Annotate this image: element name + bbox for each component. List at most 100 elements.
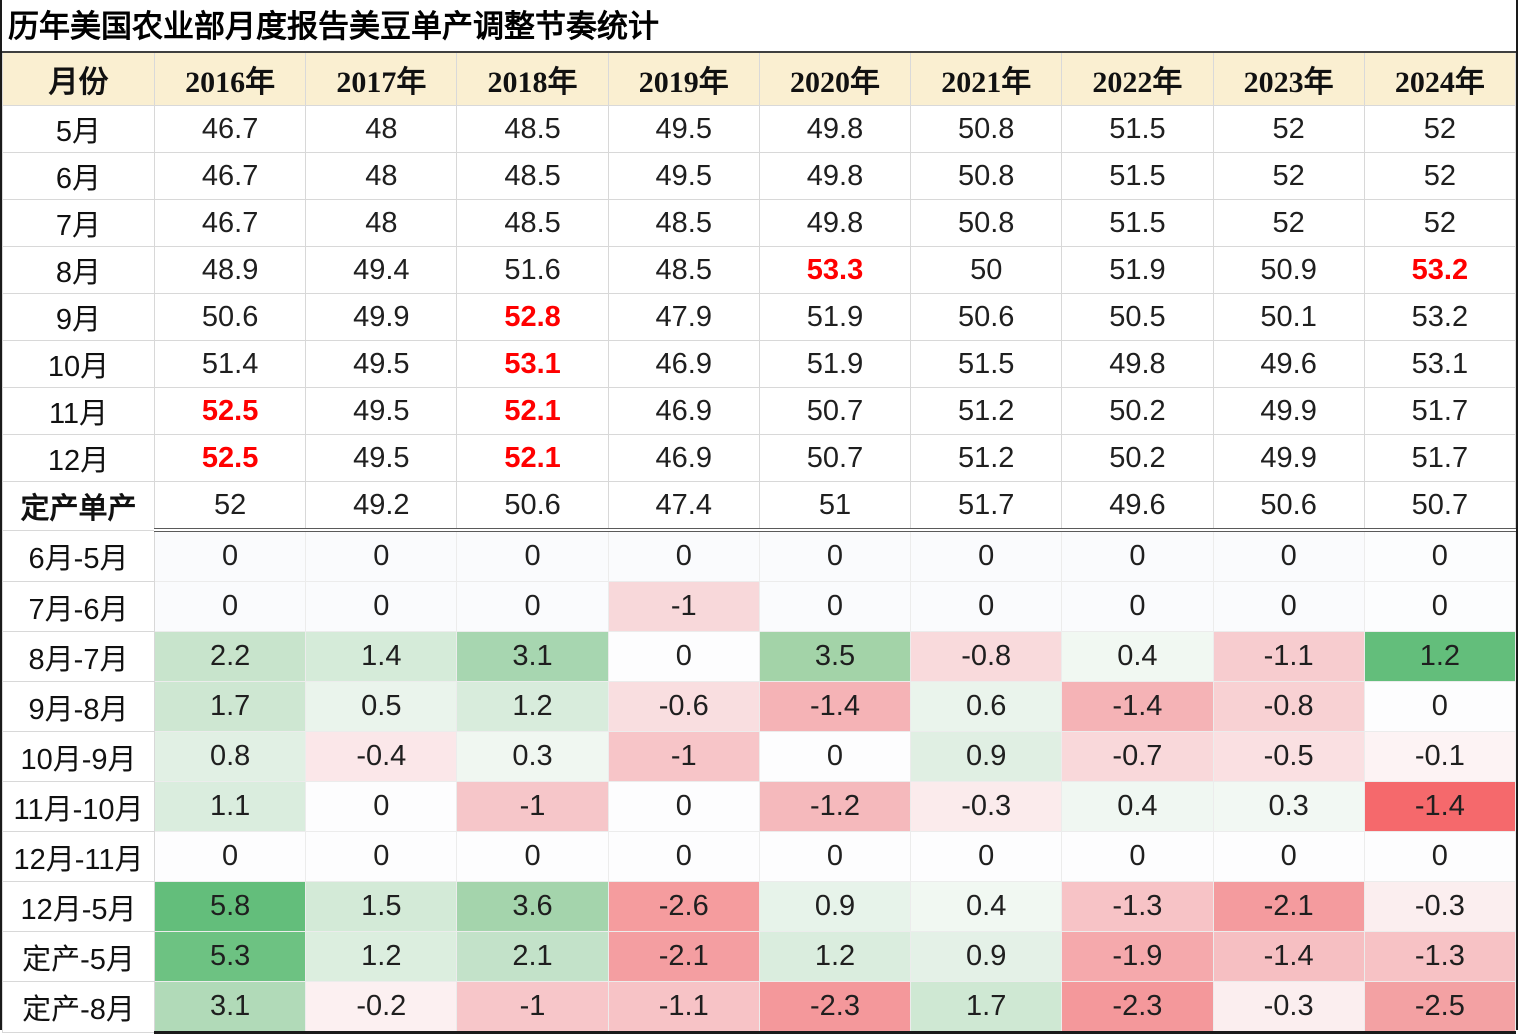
row-label: 6月-5月 bbox=[2, 529, 155, 583]
yield-cell: 50.8 bbox=[910, 152, 1063, 201]
diff-cell: -1 bbox=[456, 981, 609, 1034]
yield-cell: 48.5 bbox=[607, 246, 760, 295]
diff-cell: 3.5 bbox=[758, 631, 912, 683]
yield-cell: 52.5 bbox=[153, 434, 307, 483]
diff-cell: 0 bbox=[1363, 528, 1517, 583]
diff-cell: 0 bbox=[607, 781, 760, 833]
row-label: 12月-5月 bbox=[2, 881, 155, 933]
diff-cell: 0.4 bbox=[1061, 781, 1214, 833]
diff-cell: 0.9 bbox=[910, 731, 1063, 783]
yield-cell: 47.4 bbox=[607, 481, 760, 531]
table-body: 5月 46.7 48 48.5 49.5 49.8 50.8 51.5 52 52 6月 46.7 48… bbox=[2, 105, 1517, 1034]
yield-cell: 51.9 bbox=[1061, 246, 1214, 295]
yield-cell: 50.7 bbox=[758, 387, 912, 436]
yield-cell: 51.5 bbox=[910, 340, 1063, 389]
diff-cell: 0.9 bbox=[758, 881, 912, 933]
year-header: 2023年 bbox=[1212, 53, 1365, 107]
diff-cell: 0 bbox=[305, 781, 458, 833]
diff-cell: 0 bbox=[1363, 831, 1517, 883]
diff-cell: 0 bbox=[910, 581, 1063, 633]
diff-cell: 1.2 bbox=[758, 931, 912, 983]
month-column-header: 月份 bbox=[2, 53, 155, 107]
year-header: 2020年 bbox=[758, 53, 912, 107]
yield-cell: 48.5 bbox=[456, 199, 609, 248]
yield-cell: 50.6 bbox=[456, 481, 609, 531]
diff-cell: 0 bbox=[456, 581, 609, 633]
year-header: 2021年 bbox=[910, 53, 1063, 107]
row-label: 7月 bbox=[2, 199, 155, 248]
row-label: 9月-8月 bbox=[2, 681, 155, 733]
year-header: 2024年 bbox=[1363, 53, 1517, 107]
diff-cell: -0.3 bbox=[1363, 881, 1517, 933]
yield-cell: 46.9 bbox=[607, 387, 760, 436]
yield-cell: 50.6 bbox=[1212, 481, 1365, 531]
yield-cell: 49.8 bbox=[758, 199, 912, 248]
yield-cell: 51.7 bbox=[1363, 434, 1517, 483]
yield-cell: 49.6 bbox=[1212, 340, 1365, 389]
diff-cell: 0 bbox=[1212, 528, 1365, 583]
yield-cell: 52.1 bbox=[456, 387, 609, 436]
yield-cell: 52 bbox=[1212, 105, 1365, 154]
row-label: 10月 bbox=[2, 340, 155, 389]
diff-cell: -1.1 bbox=[607, 981, 760, 1034]
yield-cell: 48.5 bbox=[456, 152, 609, 201]
yield-cell: 50.8 bbox=[910, 105, 1063, 154]
diff-cell: 0 bbox=[758, 731, 912, 783]
diff-cell: -1.4 bbox=[758, 681, 912, 733]
year-header: 2016年 bbox=[153, 53, 307, 107]
yield-row: 8月 48.9 49.4 51.6 48.5 53.3 50 51.9 50.9 53.2 bbox=[2, 246, 1517, 295]
yield-cell: 51.2 bbox=[910, 434, 1063, 483]
diff-cell: -1.4 bbox=[1061, 681, 1214, 733]
yield-cell: 53.1 bbox=[1363, 340, 1517, 389]
yield-cell: 49.9 bbox=[1212, 434, 1365, 483]
diff-cell: -0.1 bbox=[1363, 731, 1517, 783]
diff-cell: -0.6 bbox=[607, 681, 760, 733]
yield-cell: 53.2 bbox=[1363, 293, 1517, 342]
diff-cell: 0 bbox=[305, 831, 458, 883]
diff-cell: -2.5 bbox=[1363, 981, 1517, 1034]
yield-cell: 53.2 bbox=[1363, 246, 1517, 295]
diff-cell: 0 bbox=[607, 528, 760, 583]
year-header: 2019年 bbox=[607, 53, 760, 107]
diff-row: 7月-6月 0 0 0 -1 0 0 0 0 0 bbox=[2, 581, 1517, 633]
yield-cell: 52 bbox=[1212, 152, 1365, 201]
diff-cell: 0 bbox=[1212, 831, 1365, 883]
diff-cell: -1.3 bbox=[1061, 881, 1214, 933]
yield-cell: 48.9 bbox=[153, 246, 307, 295]
diff-cell: 0 bbox=[758, 581, 912, 633]
yield-cell: 49.9 bbox=[1212, 387, 1365, 436]
diff-cell: 0 bbox=[153, 581, 307, 633]
row-label: 定产-8月 bbox=[2, 981, 155, 1034]
diff-cell: 0 bbox=[1061, 581, 1214, 633]
yield-cell: 46.9 bbox=[607, 340, 760, 389]
yield-cell: 46.9 bbox=[607, 434, 760, 483]
diff-cell: -2.3 bbox=[1061, 981, 1214, 1034]
yield-cell: 51.9 bbox=[758, 293, 912, 342]
yield-cell: 51.6 bbox=[456, 246, 609, 295]
row-label: 10月-9月 bbox=[2, 731, 155, 783]
diff-cell: 0 bbox=[456, 528, 609, 583]
diff-cell: -0.3 bbox=[910, 781, 1063, 833]
yield-cell: 51.4 bbox=[153, 340, 307, 389]
yield-cell: 50.6 bbox=[910, 293, 1063, 342]
yield-cell: 50.2 bbox=[1061, 434, 1214, 483]
yield-cell: 52.5 bbox=[153, 387, 307, 436]
yield-cell: 50.9 bbox=[1212, 246, 1365, 295]
yield-cell: 51.2 bbox=[910, 387, 1063, 436]
diff-cell: 0 bbox=[153, 831, 307, 883]
diff-cell: 1.2 bbox=[1363, 631, 1517, 683]
yield-cell: 48.5 bbox=[607, 199, 760, 248]
diff-cell: 3.1 bbox=[153, 981, 307, 1034]
diff-row: 12月-5月 5.8 1.5 3.6 -2.6 0.9 0.4 -1.3 -2.1 -0.3 bbox=[2, 881, 1517, 933]
yield-cell: 49.4 bbox=[305, 246, 458, 295]
diff-row: 6月-5月 0 0 0 0 0 0 0 0 0 bbox=[2, 528, 1517, 583]
yield-cell: 52 bbox=[153, 481, 307, 531]
yield-row: 10月 51.4 49.5 53.1 46.9 51.9 51.5 49.8 49.6 53.1 bbox=[2, 340, 1517, 389]
diff-cell: 0 bbox=[305, 528, 458, 583]
diff-row: 11月-10月 1.1 0 -1 0 -1.2 -0.3 0.4 0.3 -1.4 bbox=[2, 781, 1517, 833]
yield-cell: 52 bbox=[1363, 152, 1517, 201]
yield-cell: 49.5 bbox=[607, 152, 760, 201]
year-header: 2018年 bbox=[456, 53, 609, 107]
diff-cell: 0 bbox=[910, 528, 1063, 583]
diff-cell: -0.5 bbox=[1212, 731, 1365, 783]
